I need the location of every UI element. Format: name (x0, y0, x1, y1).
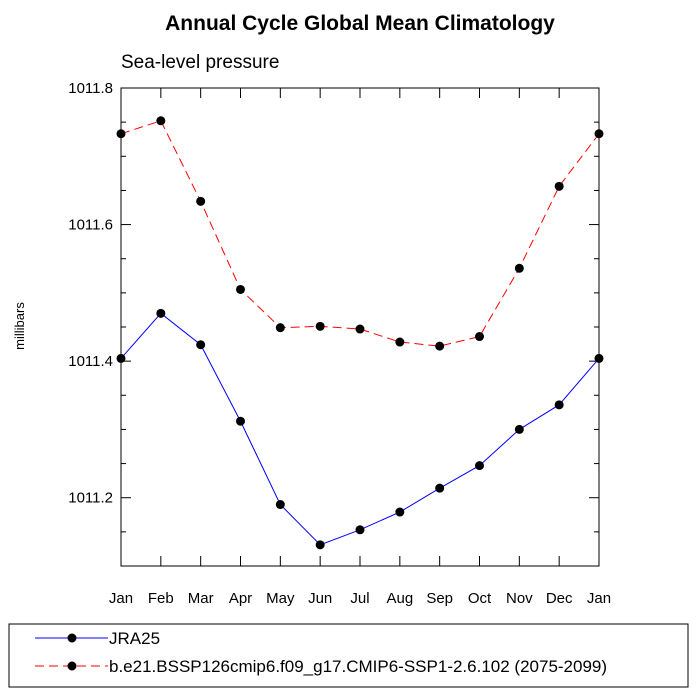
x-tick-label: Apr (229, 590, 252, 607)
y-tick-label: 1011.6 (68, 217, 113, 234)
x-tick-label: Jul (350, 590, 369, 607)
data-point-series-0 (514, 424, 524, 434)
x-tick-label: Dec (546, 590, 573, 607)
data-point-series-0 (435, 483, 445, 493)
y-axis-label: millibars (12, 302, 27, 350)
chart-title: Annual Cycle Global Mean Climatology (165, 12, 555, 35)
x-tick-label: Mar (188, 590, 214, 607)
x-tick-label: Jun (308, 590, 332, 607)
legend: JRA25 b.e21.BSSP126cmip6.f09_g17.CMIP6-S… (8, 623, 689, 688)
data-point-series-0 (355, 525, 365, 535)
data-point-series-0 (156, 308, 166, 318)
legend-marker-jra25 (67, 633, 77, 643)
data-point-series-1 (475, 332, 484, 342)
series-layer (116, 116, 604, 550)
legend-label-jra25: JRA25 (109, 629, 160, 648)
x-tick-label: Nov (506, 590, 533, 607)
legend-label-model: b.e21.BSSP126cmip6.f09_g17.CMIP6-SSP1-2.… (109, 657, 607, 676)
data-point-series-0 (315, 540, 325, 550)
data-point-series-1 (116, 129, 126, 139)
x-tick-label: Aug (386, 590, 413, 607)
data-point-series-0 (116, 353, 126, 363)
data-point-series-0 (395, 507, 405, 517)
data-point-series-1 (315, 321, 325, 331)
data-point-series-1 (196, 196, 206, 206)
data-point-series-0 (475, 461, 484, 471)
data-point-series-1 (554, 181, 564, 191)
data-point-series-1 (435, 341, 445, 351)
x-tick-label: Feb (148, 590, 174, 607)
y-tick-label: 1011.4 (68, 353, 113, 370)
x-tick-label: Sep (426, 590, 453, 607)
data-point-series-1 (594, 129, 604, 139)
data-point-series-1 (514, 263, 524, 273)
plot-axes: 1011.2 1011.4 1011.6 1011.8 Jan Feb Mar Apr May J… (68, 80, 611, 607)
data-point-series-0 (275, 500, 285, 510)
x-tick-label: Oct (468, 590, 492, 607)
x-tick-label: Jan (587, 590, 611, 607)
y-tick-label: 1011.2 (68, 490, 113, 507)
series-line-0 (120, 312, 600, 546)
data-point-series-1 (156, 116, 166, 126)
x-tick-label: May (266, 590, 295, 607)
data-point-series-1 (355, 324, 365, 334)
x-tick-label: Jan (109, 590, 133, 607)
series-line-1 (120, 120, 600, 347)
y-tick-label: 1011.8 (68, 80, 113, 97)
data-point-series-1 (275, 323, 285, 333)
data-point-series-0 (594, 353, 604, 363)
data-point-series-0 (236, 416, 245, 426)
data-point-series-0 (554, 400, 564, 410)
chart-subtitle: Sea-level pressure (121, 52, 279, 73)
data-point-series-0 (196, 340, 206, 350)
legend-marker-model (67, 661, 77, 671)
data-point-series-1 (236, 284, 245, 294)
legend-box (8, 623, 689, 688)
data-point-series-1 (395, 337, 405, 347)
